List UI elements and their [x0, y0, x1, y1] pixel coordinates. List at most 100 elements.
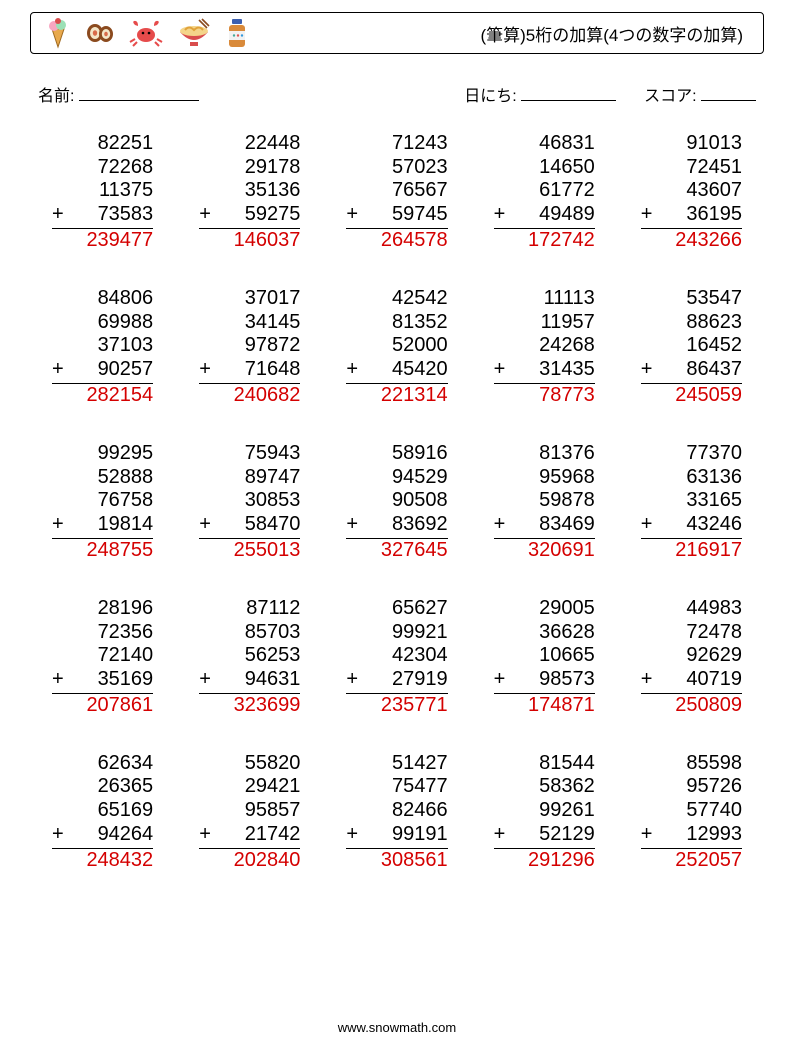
addend: 84806	[98, 287, 154, 311]
plus-sign: +	[52, 823, 64, 847]
meta-row: 名前: 日にち: スコア:	[38, 82, 756, 106]
addition-problem: 773706313633165+43246216917	[641, 442, 742, 563]
addend: 51427	[392, 752, 448, 776]
score-blank[interactable]	[701, 86, 756, 101]
addend: 22448	[245, 132, 301, 156]
addend: 94529	[392, 466, 448, 490]
plus-sign: +	[52, 358, 64, 382]
addend: 43607	[686, 179, 742, 203]
addend: 10665	[539, 644, 595, 668]
answer: 320691	[494, 539, 595, 563]
answer: 264578	[346, 229, 447, 253]
date-label: 日にち:	[464, 88, 516, 105]
plus-sign: +	[199, 668, 211, 692]
addend-last: +59745	[346, 203, 447, 227]
header-icons	[45, 17, 249, 49]
addend-last: +35169	[52, 668, 153, 692]
sushi-icon	[85, 18, 115, 48]
addend-last: +71648	[199, 358, 300, 382]
worksheet-page: (筆算)5桁の加算(4つの数字の加算) 名前: 日にち: スコア: 822517…	[0, 0, 794, 1053]
addend: 24268	[539, 334, 595, 358]
addend: 72140	[98, 644, 154, 668]
addend: 95726	[686, 775, 742, 799]
addend: 11957	[541, 311, 595, 335]
addend: 95968	[539, 466, 595, 490]
addend: 61772	[539, 179, 595, 203]
addend: 65169	[98, 799, 154, 823]
answer: 323699	[199, 694, 300, 718]
date-blank[interactable]	[521, 86, 616, 101]
addition-problem: 514277547782466+99191308561	[346, 752, 447, 873]
addend-last: +43246	[641, 513, 742, 537]
addend: 99295	[98, 442, 154, 466]
answer: 250809	[641, 694, 742, 718]
addend: 52888	[98, 466, 154, 490]
addend: 42542	[392, 287, 448, 311]
plus-sign: +	[346, 513, 358, 537]
addend-last: +99191	[346, 823, 447, 847]
addend: 81352	[392, 311, 448, 335]
addend: 76567	[392, 179, 448, 203]
addend-last: +83469	[494, 513, 595, 537]
answer: 291296	[494, 849, 595, 873]
plus-sign: +	[199, 358, 211, 382]
addition-problem: 449837247892629+40719250809	[641, 597, 742, 718]
addition-problem: 111131195724268+3143578773	[494, 287, 595, 408]
addend-last: +90257	[52, 358, 153, 382]
answer: 172742	[494, 229, 595, 253]
plus-sign: +	[52, 203, 64, 227]
addend: 77370	[686, 442, 742, 466]
plus-sign: +	[346, 668, 358, 692]
answer: 216917	[641, 539, 742, 563]
addend: 89747	[245, 466, 301, 490]
date-field: 日にち:	[464, 82, 616, 106]
answer: 240682	[199, 384, 300, 408]
plus-sign: +	[346, 823, 358, 847]
addend: 30853	[245, 489, 301, 513]
addition-problem: 370173414597872+71648240682	[199, 287, 300, 408]
answer: 146037	[199, 229, 300, 253]
answer: 221314	[346, 384, 447, 408]
addend: 11113	[544, 287, 595, 311]
addend: 36628	[539, 621, 595, 645]
answer: 202840	[199, 849, 300, 873]
addend: 16452	[686, 334, 742, 358]
plus-sign: +	[52, 513, 64, 537]
addend: 26365	[98, 775, 154, 799]
addend: 28196	[98, 597, 154, 621]
addend: 72268	[98, 156, 154, 180]
addend-last: +94631	[199, 668, 300, 692]
addend: 55820	[245, 752, 301, 776]
addend-last: +12993	[641, 823, 742, 847]
addend: 99261	[539, 799, 595, 823]
addend-last: +36195	[641, 203, 742, 227]
answer: 282154	[52, 384, 153, 408]
addition-problem: 813769596859878+83469320691	[494, 442, 595, 563]
answer: 207861	[52, 694, 153, 718]
addend: 52000	[392, 334, 448, 358]
addend: 29421	[245, 775, 301, 799]
addend: 65627	[392, 597, 448, 621]
addend: 44983	[686, 597, 742, 621]
addend: 76758	[98, 489, 154, 513]
bowl-icon	[177, 18, 211, 48]
addition-problem: 822517226811375+73583239477	[52, 132, 153, 253]
addend-last: +31435	[494, 358, 595, 382]
name-blank[interactable]	[79, 86, 199, 101]
addition-problem: 815445836299261+52129291296	[494, 752, 595, 873]
addend: 37103	[98, 334, 154, 358]
addition-problem: 589169452990508+83692327645	[346, 442, 447, 563]
answer: 252057	[641, 849, 742, 873]
addend-last: +59275	[199, 203, 300, 227]
icecream-icon	[45, 17, 71, 49]
plus-sign: +	[494, 203, 506, 227]
plus-sign: +	[641, 668, 653, 692]
addend: 33165	[686, 489, 742, 513]
addend: 56253	[245, 644, 301, 668]
addend: 72478	[686, 621, 742, 645]
addend-last: +98573	[494, 668, 595, 692]
addend-last: +86437	[641, 358, 742, 382]
worksheet-title: (筆算)5桁の加算(4つの数字の加算)	[480, 21, 743, 46]
addend-last: +52129	[494, 823, 595, 847]
addend: 97872	[245, 334, 301, 358]
